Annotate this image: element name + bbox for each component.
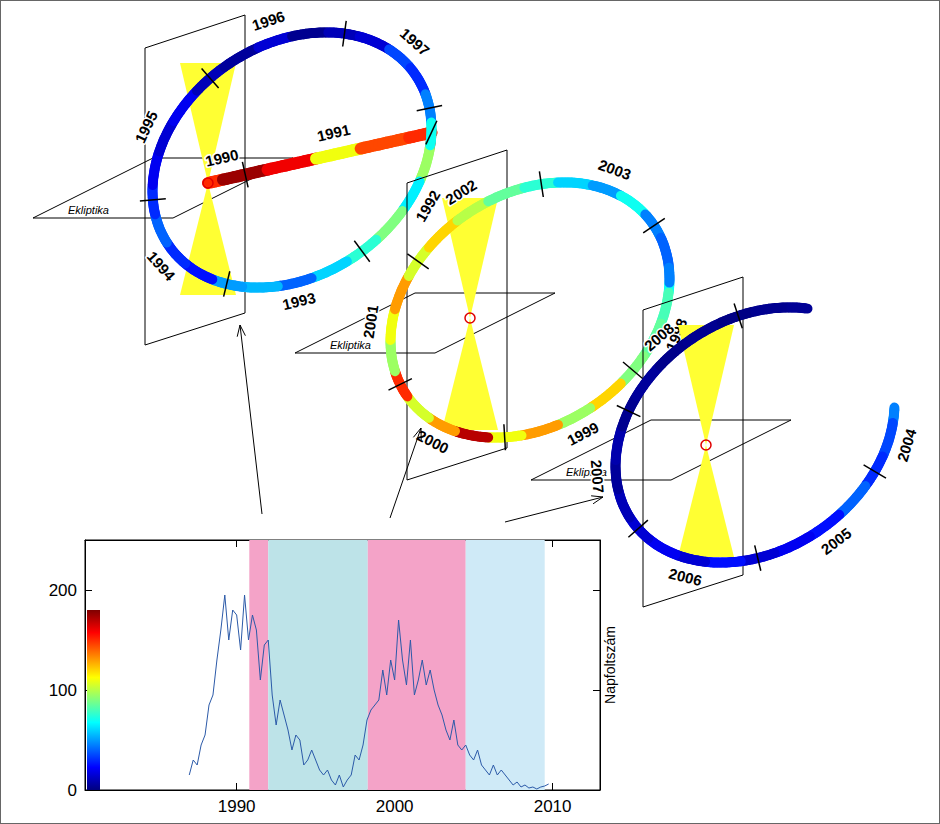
svg-text:2000: 2000 — [376, 797, 414, 816]
svg-text:Ekliptika: Ekliptika — [330, 339, 371, 351]
svg-text:200: 200 — [49, 581, 77, 600]
svg-text:2006: 2006 — [667, 565, 703, 589]
svg-text:2008: 2008 — [641, 320, 677, 355]
svg-text:1995: 1995 — [131, 108, 161, 145]
svg-text:Napfoltszám: Napfoltszám — [602, 626, 618, 704]
svg-text:2004: 2004 — [894, 426, 920, 464]
svg-text:1991: 1991 — [315, 121, 351, 145]
svg-text:Ekliptika: Ekliptika — [68, 204, 109, 216]
svg-text:1994: 1994 — [144, 248, 179, 285]
svg-text:1993: 1993 — [281, 289, 317, 313]
svg-text:1990: 1990 — [204, 146, 240, 170]
svg-text:2000: 2000 — [414, 426, 452, 457]
svg-text:Ekliptika: Ekliptika — [566, 466, 607, 478]
svg-text:1996: 1996 — [250, 7, 287, 34]
svg-text:2007: 2007 — [588, 459, 608, 494]
svg-text:2010: 2010 — [534, 797, 572, 816]
svg-text:1999: 1999 — [564, 418, 601, 449]
svg-text:2005: 2005 — [818, 524, 855, 558]
svg-text:1990: 1990 — [218, 797, 256, 816]
svg-text:2003: 2003 — [596, 156, 633, 183]
svg-text:1998: 1998 — [662, 315, 691, 354]
svg-text:2001: 2001 — [360, 304, 382, 339]
svg-text:1997: 1997 — [397, 24, 433, 59]
svg-text:100: 100 — [49, 681, 77, 700]
svg-text:2002: 2002 — [442, 176, 479, 208]
svg-text:1992: 1992 — [412, 187, 444, 224]
svg-text:0: 0 — [68, 781, 77, 800]
